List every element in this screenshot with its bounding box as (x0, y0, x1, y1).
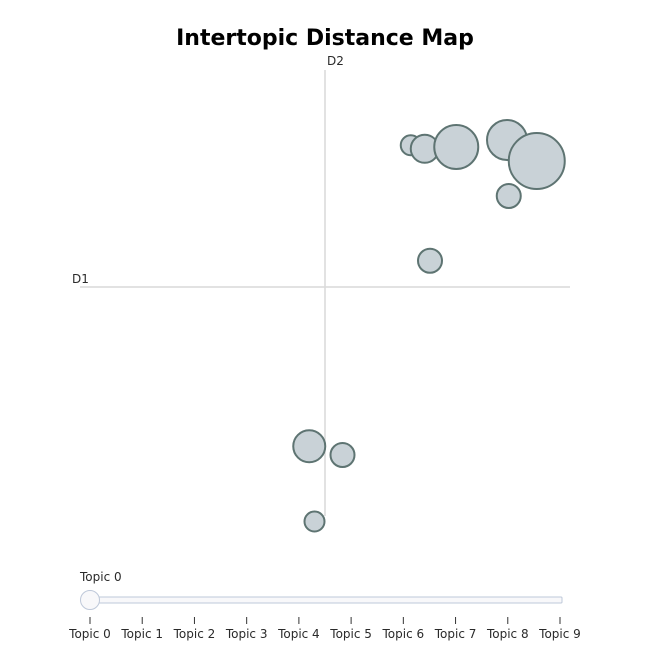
y-axis-label: D2 (327, 54, 344, 68)
slider-ticks: Topic 0 Topic 1 Topic 2 Topic 3 Topic 4 Topic… (68, 617, 581, 641)
slider-rail[interactable] (89, 596, 563, 604)
slider-step-label[interactable]: Topic 9 (538, 627, 581, 641)
slider-step-label[interactable]: Topic 1 (120, 627, 163, 641)
slider-step-label[interactable]: Topic 0 (68, 627, 111, 641)
slider-step-label[interactable]: Topic 8 (486, 627, 529, 641)
topic-bubble[interactable] (495, 183, 522, 209)
slider-step-label[interactable]: Topic 3 (225, 627, 268, 641)
slider-step-label[interactable]: Topic 7 (434, 627, 477, 641)
slider-step-label[interactable]: Topic 6 (382, 627, 425, 641)
topic-bubble[interactable] (292, 429, 327, 464)
slider-step-label[interactable]: Topic 2 (173, 627, 216, 641)
chart-title: Intertopic Distance Map (176, 26, 474, 51)
topic-bubble[interactable] (329, 442, 356, 468)
topic-bubble[interactable] (507, 132, 566, 190)
topic-bubble[interactable] (433, 124, 480, 170)
slider-current-value: Topic 0 (80, 570, 122, 584)
topic-slider[interactable]: Topic 0 Topic 1 Topic 2 Topic 3 Topic 4 Topic… (68, 590, 581, 642)
x-axis-label: D1 (72, 272, 89, 286)
slider-step-label[interactable]: Topic 4 (277, 627, 320, 641)
slider-handle[interactable] (80, 590, 100, 610)
topic-bubble[interactable] (303, 510, 326, 533)
topic-bubbles (292, 119, 566, 533)
topic-bubble[interactable] (417, 247, 443, 274)
slider-step-label[interactable]: Topic 5 (329, 627, 372, 641)
